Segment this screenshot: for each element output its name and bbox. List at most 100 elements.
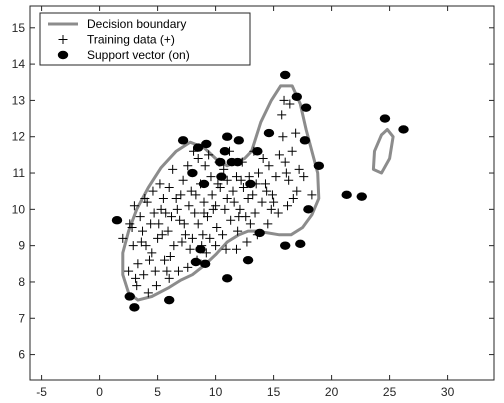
legend-support-swatch bbox=[57, 50, 69, 60]
support-vector-point bbox=[280, 70, 291, 80]
training-point bbox=[176, 190, 186, 200]
training-point bbox=[281, 168, 291, 178]
x-tick-label: 5 bbox=[154, 385, 161, 399]
training-point bbox=[169, 241, 179, 251]
training-point bbox=[294, 164, 304, 174]
training-point bbox=[129, 201, 139, 211]
training-point bbox=[154, 219, 164, 229]
support-vector-point bbox=[216, 172, 227, 181]
support-vector-point bbox=[300, 103, 312, 112]
support-vector-point bbox=[280, 241, 291, 250]
training-point bbox=[193, 219, 203, 229]
support-vector-point bbox=[291, 92, 302, 101]
training-point bbox=[199, 208, 209, 218]
training-point bbox=[262, 186, 272, 196]
training-point bbox=[135, 212, 145, 222]
support-vector-point bbox=[295, 239, 306, 249]
training-point bbox=[149, 208, 159, 218]
support-vector-point bbox=[177, 136, 189, 145]
y-tick-label: 6 bbox=[18, 348, 25, 362]
training-point bbox=[142, 197, 152, 207]
support-vector-point bbox=[233, 136, 244, 145]
x-tick-label: 20 bbox=[325, 385, 339, 399]
training-point bbox=[291, 128, 301, 138]
training-point bbox=[158, 193, 168, 203]
training-point bbox=[199, 197, 209, 207]
training-point bbox=[167, 212, 177, 222]
training-point bbox=[165, 252, 175, 262]
legend-entry-label: Support vector (on) bbox=[87, 48, 190, 62]
training-point bbox=[271, 172, 281, 182]
training-point bbox=[222, 193, 232, 203]
x-tick-label: -5 bbox=[36, 385, 47, 399]
support-vector-point bbox=[187, 168, 198, 178]
training-point bbox=[234, 212, 244, 222]
training-point bbox=[248, 190, 258, 200]
training-point bbox=[151, 281, 161, 291]
support-vector-point bbox=[242, 255, 254, 265]
training-point bbox=[212, 222, 222, 232]
training-point bbox=[243, 193, 253, 203]
training-point bbox=[235, 204, 245, 214]
training-point bbox=[185, 244, 195, 254]
support-vector-point bbox=[198, 179, 210, 189]
training-point bbox=[213, 179, 223, 189]
training-point bbox=[207, 190, 217, 200]
training-point bbox=[153, 233, 163, 243]
decision-boundary-main bbox=[121, 84, 321, 302]
training-point bbox=[118, 233, 128, 243]
training-point bbox=[178, 175, 188, 185]
training-point bbox=[180, 230, 190, 240]
x-tick-label: 25 bbox=[383, 385, 397, 399]
legend-entry-label: Decision boundary bbox=[87, 17, 186, 31]
training-point bbox=[287, 146, 297, 156]
decision-boundary-layer bbox=[121, 84, 395, 302]
training-point bbox=[284, 175, 294, 185]
training-point bbox=[160, 255, 170, 265]
support-vector-point bbox=[201, 139, 212, 149]
training-point bbox=[215, 183, 225, 193]
support-vector-point bbox=[195, 245, 206, 254]
support-vector-point bbox=[129, 303, 140, 312]
training-point bbox=[229, 197, 239, 207]
training-point bbox=[139, 270, 149, 280]
support-vector-point bbox=[254, 228, 265, 238]
training-point bbox=[269, 197, 279, 207]
y-tick-label: 13 bbox=[12, 93, 26, 107]
axes-layer: -5 0 5 10 15 20 25 30 6 7 8 9 10 11 12 13 14 15 bbox=[12, 6, 494, 399]
decision-boundary-island bbox=[371, 128, 395, 175]
support-vector-point bbox=[379, 114, 391, 123]
training-point bbox=[156, 204, 166, 214]
support-vector-point bbox=[199, 259, 211, 269]
support-vector-point bbox=[398, 125, 409, 134]
training-point bbox=[150, 266, 160, 276]
y-tick-label: 10 bbox=[12, 202, 26, 216]
legend-entry-label: Training data (+) bbox=[87, 33, 175, 47]
training-point bbox=[168, 164, 178, 174]
training-point bbox=[173, 266, 183, 276]
x-tick-label: 30 bbox=[441, 385, 455, 399]
training-point bbox=[285, 99, 295, 109]
training-point bbox=[208, 204, 218, 214]
y-tick-label: 12 bbox=[12, 130, 26, 144]
training-point bbox=[127, 222, 137, 232]
y-tick-label: 14 bbox=[12, 57, 26, 71]
support-vector-layer bbox=[111, 70, 409, 312]
training-point bbox=[143, 288, 153, 298]
y-tick-label: 8 bbox=[18, 275, 25, 289]
training-point bbox=[228, 186, 238, 196]
training-point bbox=[131, 273, 141, 283]
training-point bbox=[245, 219, 255, 229]
training-point bbox=[264, 161, 274, 171]
training-point bbox=[183, 161, 193, 171]
training-point bbox=[278, 132, 288, 142]
training-point bbox=[242, 237, 252, 247]
support-vector-point bbox=[313, 161, 325, 170]
support-vector-point bbox=[219, 147, 231, 156]
plot-area-box bbox=[29, 5, 495, 381]
training-point bbox=[147, 248, 157, 258]
training-point bbox=[263, 219, 273, 229]
training-point bbox=[267, 190, 277, 200]
training-point bbox=[161, 208, 171, 218]
